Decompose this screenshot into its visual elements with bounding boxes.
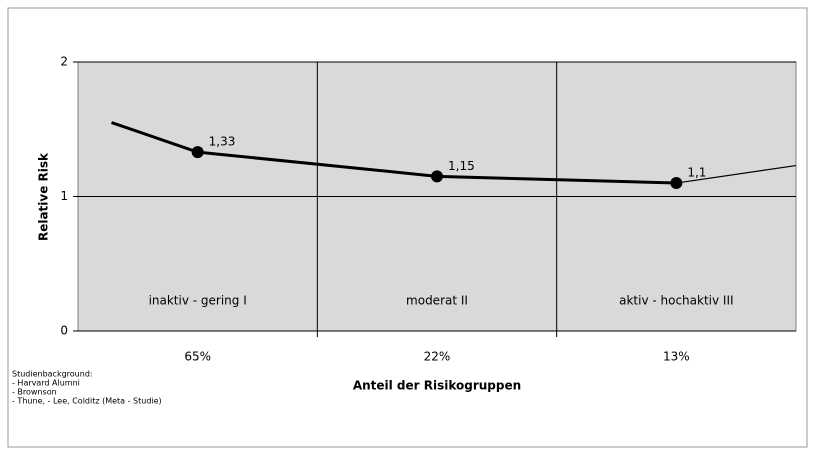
region-label: inaktiv - gering I <box>149 294 247 308</box>
data-label: 1,15 <box>448 159 475 173</box>
y-tick-label: 2 <box>60 55 68 69</box>
data-label: 1,1 <box>687 166 706 180</box>
x-tick-label: 22% <box>424 350 451 364</box>
region-label: moderat II <box>406 294 468 308</box>
y-tick-label: 1 <box>60 189 68 203</box>
line-thin <box>676 164 797 184</box>
marker <box>431 170 443 183</box>
y-tick-label: 0 <box>60 324 68 338</box>
marker <box>191 146 204 159</box>
data-label: 1,33 <box>209 135 236 149</box>
region-label: aktiv - hochaktiv III <box>619 294 733 308</box>
note: - Brownson <box>12 388 57 397</box>
x-tick-label: 65% <box>184 350 211 364</box>
line-thick <box>111 121 677 185</box>
x-axis-label: Anteil der Risikogruppen <box>353 379 521 393</box>
note: - Harvard Alumni <box>12 379 80 388</box>
y-axis-label: Relative Risk <box>37 152 51 241</box>
x-tick-label: 13% <box>663 350 690 364</box>
marker <box>670 177 683 190</box>
note: Studienbackground: <box>12 370 93 379</box>
note: - Thune, - Lee, Colditz (Meta - Studie) <box>12 397 162 406</box>
